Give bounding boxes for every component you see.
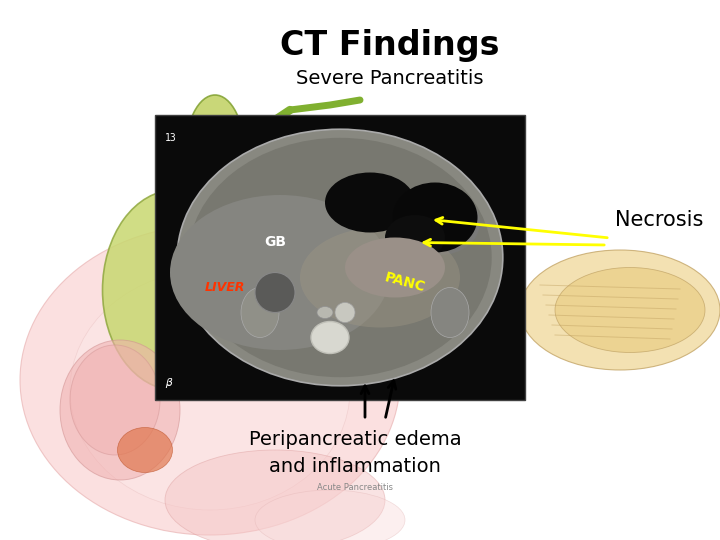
Ellipse shape [317, 307, 333, 319]
Ellipse shape [60, 340, 180, 480]
Circle shape [255, 273, 295, 313]
Ellipse shape [189, 138, 492, 377]
Ellipse shape [520, 250, 720, 370]
Ellipse shape [311, 321, 349, 354]
Ellipse shape [345, 238, 445, 298]
Ellipse shape [117, 428, 173, 472]
Ellipse shape [165, 450, 385, 540]
Text: Peripancreatic edema
and inflammation: Peripancreatic edema and inflammation [248, 430, 462, 476]
Ellipse shape [20, 225, 400, 535]
Text: GB: GB [264, 235, 286, 249]
Text: Necrosis: Necrosis [615, 210, 703, 230]
Ellipse shape [400, 190, 480, 255]
Text: Severe Pancreatitis: Severe Pancreatitis [296, 69, 484, 87]
Ellipse shape [70, 270, 350, 510]
Ellipse shape [241, 287, 279, 338]
Ellipse shape [255, 490, 405, 540]
Text: LIVER: LIVER [204, 281, 246, 294]
Text: 13: 13 [165, 133, 176, 143]
Ellipse shape [431, 287, 469, 338]
Text: PANC: PANC [383, 271, 427, 295]
Ellipse shape [555, 267, 705, 353]
Ellipse shape [325, 172, 415, 233]
Ellipse shape [392, 183, 477, 253]
Ellipse shape [102, 190, 248, 390]
Text: CT Findings: CT Findings [280, 29, 500, 62]
Text: β: β [165, 378, 172, 388]
Ellipse shape [385, 215, 445, 260]
Text: Acute Pancreatitis: Acute Pancreatitis [317, 483, 393, 492]
Ellipse shape [170, 195, 390, 350]
Circle shape [335, 302, 355, 322]
Ellipse shape [300, 227, 460, 327]
Ellipse shape [70, 345, 160, 455]
Ellipse shape [185, 95, 245, 215]
Bar [155, 115, 525, 400]
Ellipse shape [177, 129, 503, 386]
